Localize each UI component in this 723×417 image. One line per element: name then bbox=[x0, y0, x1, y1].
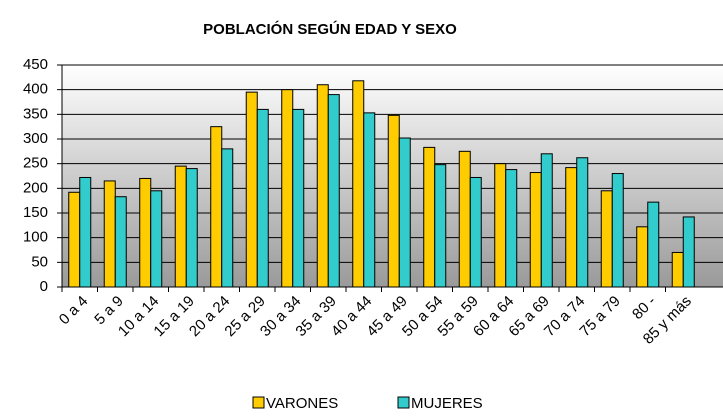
bar bbox=[68, 191, 81, 288]
bar bbox=[103, 180, 116, 288]
y-tick-label: 200 bbox=[23, 179, 48, 196]
y-tick-label: 50 bbox=[31, 253, 48, 270]
bar bbox=[494, 163, 507, 288]
bar bbox=[245, 91, 258, 288]
chart-title: POBLACIÓN SEGÚN EDAD Y SEXO bbox=[203, 20, 457, 38]
bar bbox=[647, 201, 660, 288]
legend-label: MUJERES bbox=[411, 395, 483, 412]
bar bbox=[576, 157, 589, 288]
bar bbox=[210, 126, 223, 288]
x-tick-label: 80 - bbox=[629, 293, 659, 323]
bar bbox=[185, 168, 198, 288]
bar bbox=[256, 108, 269, 288]
legend-label: VARONES bbox=[266, 395, 338, 412]
bar bbox=[505, 169, 518, 288]
bar bbox=[316, 84, 329, 288]
y-tick-label: 150 bbox=[23, 204, 48, 221]
bar bbox=[600, 190, 613, 288]
y-tick-label: 250 bbox=[23, 155, 48, 172]
x-tick-label: 75 a 79 bbox=[576, 293, 623, 340]
bar bbox=[458, 150, 471, 288]
bar bbox=[327, 94, 340, 288]
bar bbox=[540, 153, 553, 288]
bar bbox=[352, 80, 365, 288]
y-tick-label: 450 bbox=[23, 56, 48, 73]
bar bbox=[636, 226, 649, 288]
bar bbox=[363, 112, 376, 288]
y-tick-label: 350 bbox=[23, 105, 48, 122]
bar bbox=[281, 89, 294, 288]
y-tick-label: 400 bbox=[23, 81, 48, 98]
bar bbox=[529, 172, 542, 288]
legend-swatch bbox=[397, 396, 410, 409]
bar bbox=[671, 251, 684, 288]
bar bbox=[565, 167, 578, 288]
y-tick-label: 0 bbox=[40, 278, 48, 295]
y-tick-label: 100 bbox=[23, 229, 48, 246]
bar bbox=[469, 176, 482, 288]
bar bbox=[79, 176, 92, 288]
bar bbox=[292, 108, 305, 288]
bar bbox=[398, 137, 411, 288]
bar bbox=[174, 165, 187, 288]
bar bbox=[682, 216, 695, 288]
bar bbox=[221, 148, 234, 288]
legend-swatch bbox=[252, 396, 265, 409]
x-tick-label: 0 a 4 bbox=[56, 293, 92, 329]
bar bbox=[423, 146, 436, 288]
y-tick-label: 300 bbox=[23, 130, 48, 147]
bar bbox=[387, 114, 400, 288]
bar bbox=[611, 173, 624, 288]
bar bbox=[139, 177, 152, 288]
bar bbox=[150, 190, 163, 288]
bar bbox=[114, 196, 127, 288]
bar bbox=[434, 164, 447, 288]
